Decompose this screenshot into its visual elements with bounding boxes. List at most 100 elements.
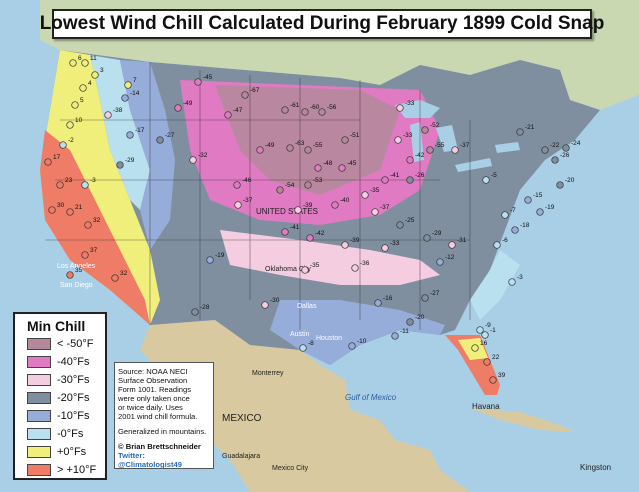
label-havana: Havana xyxy=(472,402,500,411)
lake-ontario xyxy=(495,142,520,153)
station-value: 11 xyxy=(90,55,97,62)
twitter-handle[interactable]: Twitter: @Climatologist49 xyxy=(118,451,182,469)
station-value: -1 xyxy=(490,327,496,334)
station-value: -45 xyxy=(203,74,213,81)
station-dot xyxy=(318,108,326,116)
station-marker: 10 xyxy=(66,117,83,129)
station-dot xyxy=(406,156,414,164)
station-marker: -54 xyxy=(276,182,295,194)
station-dot xyxy=(81,251,89,259)
station-dot xyxy=(421,294,429,302)
station-dot xyxy=(304,181,312,189)
station-marker: -37 xyxy=(451,142,470,154)
station-marker: -25 xyxy=(396,217,415,229)
station-marker: -45 xyxy=(194,74,213,86)
label-houston: Houston xyxy=(316,335,342,342)
source-line: Form 1001. Readings xyxy=(118,385,192,394)
station-value: 32 xyxy=(120,270,128,277)
station-dot xyxy=(391,332,399,340)
station-marker: -42 xyxy=(406,152,425,164)
label-dallas: Dallas xyxy=(297,303,317,310)
label-mexico-city: Mexico City xyxy=(272,465,309,472)
zone-0 xyxy=(90,55,150,210)
station-marker: 22 xyxy=(483,354,500,366)
station-marker: -9 xyxy=(476,322,491,334)
zone-minus-50 xyxy=(215,85,400,195)
station-value: -3 xyxy=(517,274,523,281)
station-dot xyxy=(126,131,134,139)
station-dot xyxy=(294,206,302,214)
station-value: -8 xyxy=(308,340,314,347)
label-monterrey: Monterrey xyxy=(252,370,284,377)
station-dot xyxy=(104,111,112,119)
station-marker: -63 xyxy=(286,140,305,152)
legend-swatch xyxy=(27,338,51,350)
label-gulf-of-mexico: Gulf of Mexico xyxy=(345,393,397,402)
legend-label: -10°Fs xyxy=(57,410,90,422)
station-value: -21 xyxy=(525,124,535,131)
station-marker: 4 xyxy=(79,80,92,92)
station-marker: -41 xyxy=(381,172,400,184)
station-dot xyxy=(489,376,497,384)
legend: Min Chill < -50°F -40°Fs -30°Fs -20°Fs -… xyxy=(13,312,107,480)
zone-minus-10-gulf xyxy=(270,300,445,365)
station-value: -18 xyxy=(520,222,530,229)
station-dot xyxy=(338,164,346,172)
station-value: -5 xyxy=(491,172,497,179)
station-dot xyxy=(524,196,532,204)
station-marker: -28 xyxy=(191,304,210,316)
station-marker: -22 xyxy=(541,142,560,154)
station-value: -35 xyxy=(370,187,380,194)
station-marker: 32 xyxy=(111,270,128,282)
station-value: -63 xyxy=(295,140,305,147)
lake-superior xyxy=(395,100,440,118)
station-marker: -38 xyxy=(104,107,123,119)
station-marker: -33 xyxy=(394,132,413,144)
station-marker: -30 xyxy=(261,297,280,309)
station-value: -54 xyxy=(285,182,295,189)
station-marker: -31 xyxy=(448,237,467,249)
mexico-land xyxy=(140,320,470,492)
legend-swatch xyxy=(27,464,51,476)
station-value: -37 xyxy=(243,197,253,204)
station-value: -45 xyxy=(347,160,357,167)
station-value: -20 xyxy=(565,177,575,184)
station-value: 5 xyxy=(80,97,84,104)
station-value: -41 xyxy=(390,172,400,179)
station-dot xyxy=(516,128,524,136)
author-credit: © Brian Brettschneider xyxy=(118,442,201,451)
station-dot xyxy=(341,241,349,249)
station-value: -2 xyxy=(68,137,74,144)
station-dot xyxy=(191,308,199,316)
station-dot xyxy=(116,161,124,169)
station-value: -6 xyxy=(502,237,508,244)
station-value: 10 xyxy=(75,117,83,124)
station-marker: -35 xyxy=(301,262,320,274)
station-dot xyxy=(341,136,349,144)
station-dot xyxy=(121,94,129,102)
station-value: -38 xyxy=(113,107,123,114)
station-dot xyxy=(66,208,74,216)
station-dot xyxy=(476,326,484,334)
label-guadalajara: Guadalajara xyxy=(222,453,260,460)
station-value: -35 xyxy=(310,262,320,269)
station-dot xyxy=(482,176,490,184)
station-dot xyxy=(281,106,289,114)
station-value: 32 xyxy=(93,217,101,224)
station-dot xyxy=(396,104,404,112)
station-value: -31 xyxy=(457,237,467,244)
station-marker: 7 xyxy=(124,77,137,89)
station-dot xyxy=(256,146,264,154)
station-dot xyxy=(281,228,289,236)
station-marker: 35 xyxy=(66,267,83,279)
legend-label: -40°Fs xyxy=(57,356,90,368)
station-value: 35 xyxy=(75,267,83,274)
station-value: -39 xyxy=(350,237,360,244)
station-dot xyxy=(301,266,309,274)
legend-item: -10°Fs xyxy=(27,408,105,424)
legend-item: -0°Fs xyxy=(27,426,105,442)
station-dot xyxy=(483,358,491,366)
legend-swatch xyxy=(27,428,51,440)
station-value: -7 xyxy=(510,207,516,214)
station-marker: 30 xyxy=(48,202,65,214)
